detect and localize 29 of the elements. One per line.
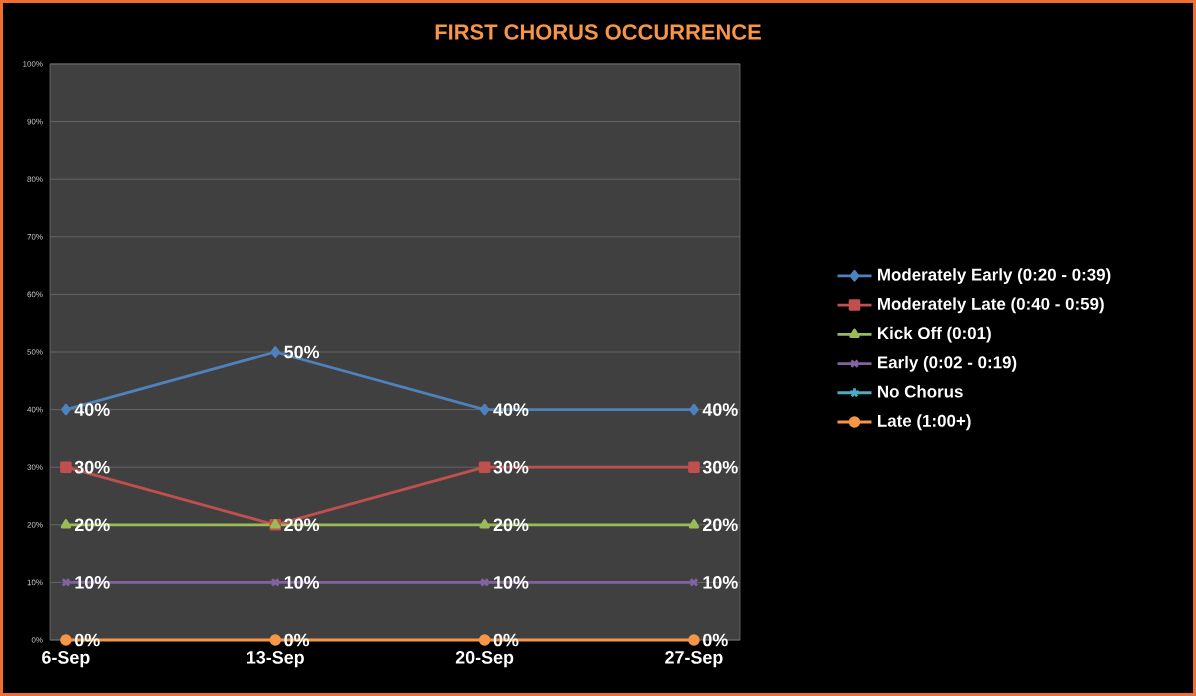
- data-label: 0%: [493, 633, 519, 647]
- x-tick-label: 6-Sep: [42, 651, 90, 668]
- legend-label: Moderately Late (0:40 - 0:59): [878, 297, 1104, 314]
- data-label: 10%: [494, 576, 529, 589]
- x-tick-label: 27-Sep: [665, 651, 723, 668]
- data-label: 30%: [493, 460, 529, 474]
- legend-label: Early (0:02 - 0:19): [878, 355, 1017, 372]
- data-label: 20%: [702, 518, 738, 532]
- data-label: 0%: [284, 633, 310, 647]
- data-label: 0%: [703, 633, 728, 647]
- legend-label: Late (1:00+): [878, 414, 971, 431]
- data-label: 10%: [284, 576, 320, 589]
- data-label: 30%: [702, 460, 738, 474]
- data-label: 20%: [493, 518, 529, 532]
- data-label: 30%: [74, 460, 110, 474]
- legend-label: Moderately Early (0:20 - 0:39): [878, 268, 1111, 284]
- data-label: 50%: [284, 345, 320, 359]
- x-tick-label: 20-Sep: [455, 651, 514, 668]
- chart-title: FIRST CHORUS OCCURRENCE: [435, 24, 761, 40]
- legend-label: Kick Off (0:01): [878, 326, 991, 343]
- x-tick-label: 13-Sep: [246, 651, 304, 668]
- data-label: 40%: [702, 403, 738, 416]
- data-label: 20%: [284, 518, 320, 532]
- data-label: 10%: [75, 576, 110, 589]
- data-label: 20%: [74, 518, 110, 532]
- data-label: 10%: [703, 576, 738, 589]
- legend-label: No Chorus: [878, 385, 963, 398]
- data-label: 40%: [74, 403, 110, 416]
- data-label: 0%: [75, 633, 100, 647]
